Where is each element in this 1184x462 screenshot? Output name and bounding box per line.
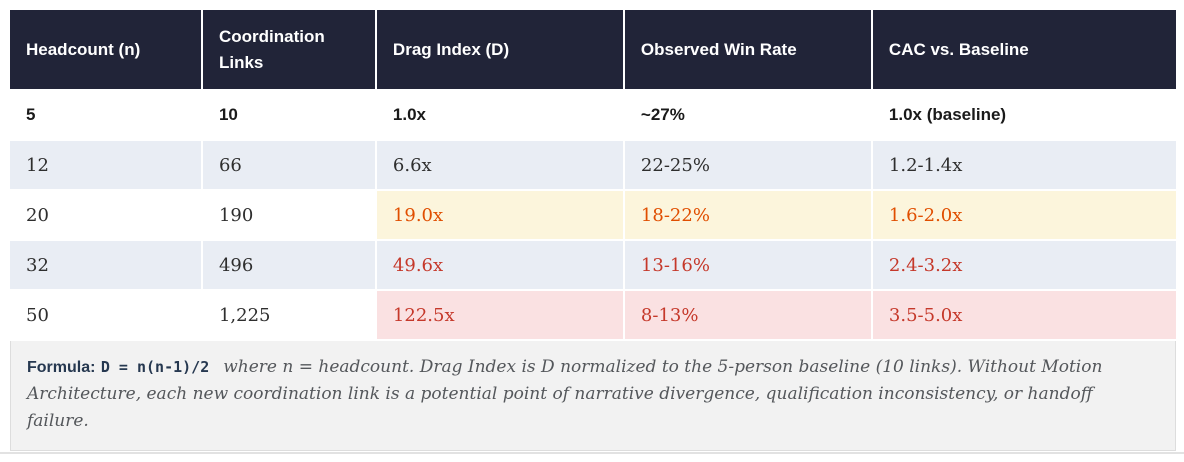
table-row-headcount-32: 32 496 49.6x 13-16% 2.4-3.2x bbox=[10, 241, 1176, 291]
cell-headcount: 12 bbox=[10, 141, 203, 191]
column-header-observed-win-rate: Observed Win Rate bbox=[624, 10, 873, 91]
column-header-coordination-links: Coordination Links bbox=[202, 10, 377, 91]
formula-footnote: Formula: D = n(n-1)/2 where n = headcount… bbox=[10, 341, 1176, 451]
column-header-headcount: Headcount (n) bbox=[10, 10, 203, 91]
cell-drag-index: 1.0x bbox=[376, 91, 625, 141]
cell-win-rate: ~27% bbox=[624, 91, 873, 141]
cell-drag-index: 6.6x bbox=[376, 141, 625, 191]
column-header-cac-vs-baseline: CAC vs. Baseline bbox=[872, 10, 1176, 91]
cell-links: 496 bbox=[202, 241, 377, 291]
cell-headcount: 5 bbox=[10, 91, 203, 141]
cell-headcount: 32 bbox=[10, 241, 203, 291]
page-bottom-divider bbox=[0, 452, 1184, 454]
table-row-headcount-50: 50 1,225 122.5x 8-13% 3.5-5.0x bbox=[10, 291, 1176, 341]
table-header-row: Headcount (n) Coordination Links Drag In… bbox=[10, 10, 1176, 91]
cell-drag-index: 19.0x bbox=[376, 191, 625, 241]
cell-win-rate: 22-25% bbox=[624, 141, 873, 191]
cell-cac: 1.0x (baseline) bbox=[872, 91, 1176, 141]
cell-win-rate: 18-22% bbox=[624, 191, 873, 241]
table-row-headcount-12: 12 66 6.6x 22-25% 1.2-1.4x bbox=[10, 141, 1176, 191]
cell-drag-index: 49.6x bbox=[376, 241, 625, 291]
cell-win-rate: 8-13% bbox=[624, 291, 873, 341]
cell-drag-index: 122.5x bbox=[376, 291, 625, 341]
formula-note-text: where n = headcount. Drag Index is D nor… bbox=[27, 357, 1103, 431]
cell-links: 66 bbox=[202, 141, 377, 191]
cell-cac: 1.6-2.0x bbox=[872, 191, 1176, 241]
cell-win-rate: 13-16% bbox=[624, 241, 873, 291]
cell-cac: 2.4-3.2x bbox=[872, 241, 1176, 291]
coordination-drag-table: Headcount (n) Coordination Links Drag In… bbox=[10, 10, 1176, 341]
cell-links: 1,225 bbox=[202, 291, 377, 341]
cell-cac: 1.2-1.4x bbox=[872, 141, 1176, 191]
formula-label: Formula: bbox=[27, 359, 96, 376]
coordination-drag-table-container: Headcount (n) Coordination Links Drag In… bbox=[10, 10, 1176, 451]
table-row-headcount-20: 20 190 19.0x 18-22% 1.6-2.0x bbox=[10, 191, 1176, 241]
cell-headcount: 50 bbox=[10, 291, 203, 341]
cell-cac: 3.5-5.0x bbox=[872, 291, 1176, 341]
cell-links: 190 bbox=[202, 191, 377, 241]
cell-links: 10 bbox=[202, 91, 377, 141]
cell-headcount: 20 bbox=[10, 191, 203, 241]
table-row-headcount-5: 5 10 1.0x ~27% 1.0x (baseline) bbox=[10, 91, 1176, 141]
formula-code: D = n(n-1)/2 bbox=[100, 358, 210, 376]
column-header-drag-index: Drag Index (D) bbox=[376, 10, 625, 91]
